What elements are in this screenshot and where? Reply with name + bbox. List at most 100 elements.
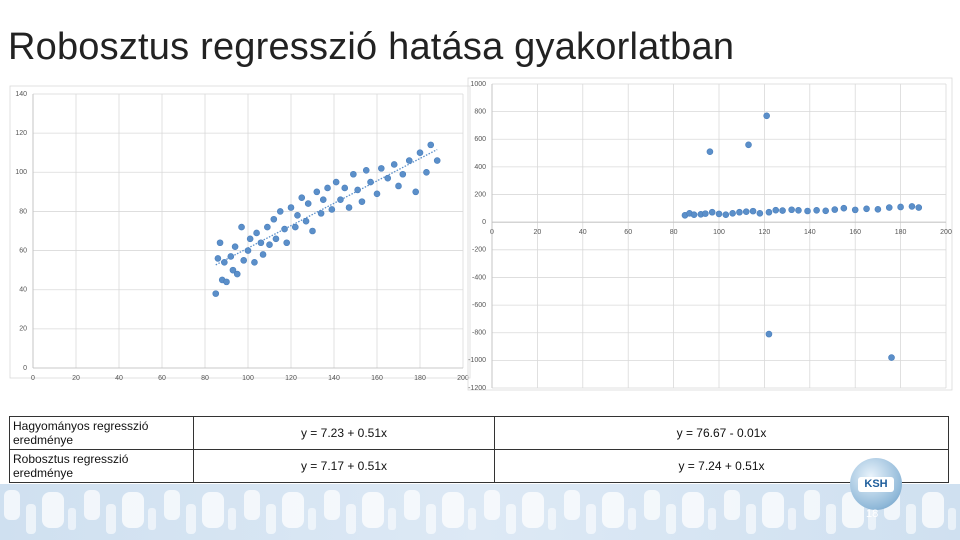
x-tick-label: 180 <box>895 229 907 236</box>
x-tick-label: 200 <box>940 229 952 236</box>
y-tick-label: 0 <box>482 219 486 226</box>
point <box>749 207 757 215</box>
point <box>874 206 882 213</box>
point <box>795 206 802 214</box>
equation: y = 7.23 + 0.51x <box>193 416 495 450</box>
point <box>399 170 407 178</box>
plot-frame <box>467 77 953 391</box>
point <box>885 204 893 211</box>
point <box>304 200 312 207</box>
x-tick-label: 100 <box>242 375 254 382</box>
y-tick-label: 20 <box>19 326 27 333</box>
point <box>319 196 327 203</box>
y-tick-label: 800 <box>474 108 486 115</box>
y-tick-label: 400 <box>474 164 486 171</box>
point <box>373 190 381 198</box>
point <box>772 206 780 214</box>
point <box>337 196 344 203</box>
point <box>212 290 220 297</box>
x-tick-label: 80 <box>670 229 678 236</box>
point <box>317 210 325 217</box>
equation: y = 7.17 + 0.51x <box>193 449 495 483</box>
y-tick-label: 80 <box>19 208 27 215</box>
point <box>736 208 743 216</box>
point <box>244 247 252 254</box>
point <box>238 223 245 231</box>
point <box>345 204 353 211</box>
point <box>354 186 361 194</box>
point <box>851 206 859 214</box>
point <box>779 207 786 214</box>
point <box>332 178 340 186</box>
x-tick-label: 140 <box>328 375 340 382</box>
trendline <box>215 148 438 266</box>
table-row: Hagyományos regresszió eredménye y = 7.2… <box>9 416 949 450</box>
point <box>840 204 848 212</box>
point <box>915 204 923 211</box>
point <box>221 259 228 266</box>
point <box>765 208 773 216</box>
point <box>416 149 424 157</box>
point <box>272 235 280 243</box>
point <box>233 270 241 278</box>
x-tick-label: 20 <box>72 375 80 382</box>
x-tick-label: 160 <box>849 229 861 236</box>
point <box>765 330 773 338</box>
row-label: Robosztus regresszió eredménye <box>9 449 194 483</box>
x-tick-label: 180 <box>414 375 426 382</box>
y-tick-label: -200 <box>472 247 486 254</box>
point <box>214 255 222 262</box>
point <box>341 184 349 192</box>
y-tick-label: -1000 <box>468 357 486 364</box>
point <box>264 223 271 231</box>
plot-frame <box>9 85 471 379</box>
point <box>328 206 336 213</box>
logo-text: KSH <box>858 477 894 492</box>
point <box>831 206 839 213</box>
charts: 0 20 40 60 80 100 120 140 0 20 40 60 80 100 120 140 160 1… <box>9 77 953 392</box>
point <box>259 251 267 258</box>
point <box>367 178 374 186</box>
point <box>722 211 730 219</box>
point <box>384 174 392 182</box>
point <box>283 239 291 247</box>
point <box>863 205 870 213</box>
x-tick-label: 160 <box>371 375 383 382</box>
y-tick-label: -600 <box>472 302 486 309</box>
point <box>742 208 750 215</box>
x-tick-label: 60 <box>624 229 632 236</box>
logo: KSH <box>850 458 902 510</box>
point <box>897 203 904 211</box>
x-tick-label: 40 <box>579 229 587 236</box>
point <box>433 157 441 164</box>
point <box>715 210 723 218</box>
point <box>702 210 709 217</box>
point <box>223 278 230 286</box>
point <box>729 210 736 217</box>
y-tick-label: 1000 <box>470 81 486 88</box>
slide-title: Robosztus regresszió hatása gyakorlatban <box>8 26 735 68</box>
y-tick-label: -800 <box>472 330 486 337</box>
point <box>266 241 273 248</box>
point <box>412 188 420 196</box>
point <box>756 210 764 217</box>
point <box>294 212 301 219</box>
y-tick-label: 600 <box>474 136 486 143</box>
results-table: Hagyományos regresszió eredménye y = 7.2… <box>9 416 949 483</box>
band-pattern <box>0 484 960 540</box>
point <box>390 161 398 168</box>
point <box>690 211 698 219</box>
point <box>229 266 237 274</box>
point <box>287 204 295 211</box>
point <box>324 184 331 192</box>
point <box>302 217 310 225</box>
point <box>251 259 258 266</box>
point <box>804 207 811 215</box>
x-tick-label: 60 <box>158 375 166 382</box>
row-label: Hagyományos regresszió eredménye <box>9 416 194 450</box>
y-tick-label: 60 <box>19 247 27 254</box>
point <box>358 198 366 205</box>
page-number: 18 <box>866 508 879 520</box>
point <box>240 257 247 264</box>
